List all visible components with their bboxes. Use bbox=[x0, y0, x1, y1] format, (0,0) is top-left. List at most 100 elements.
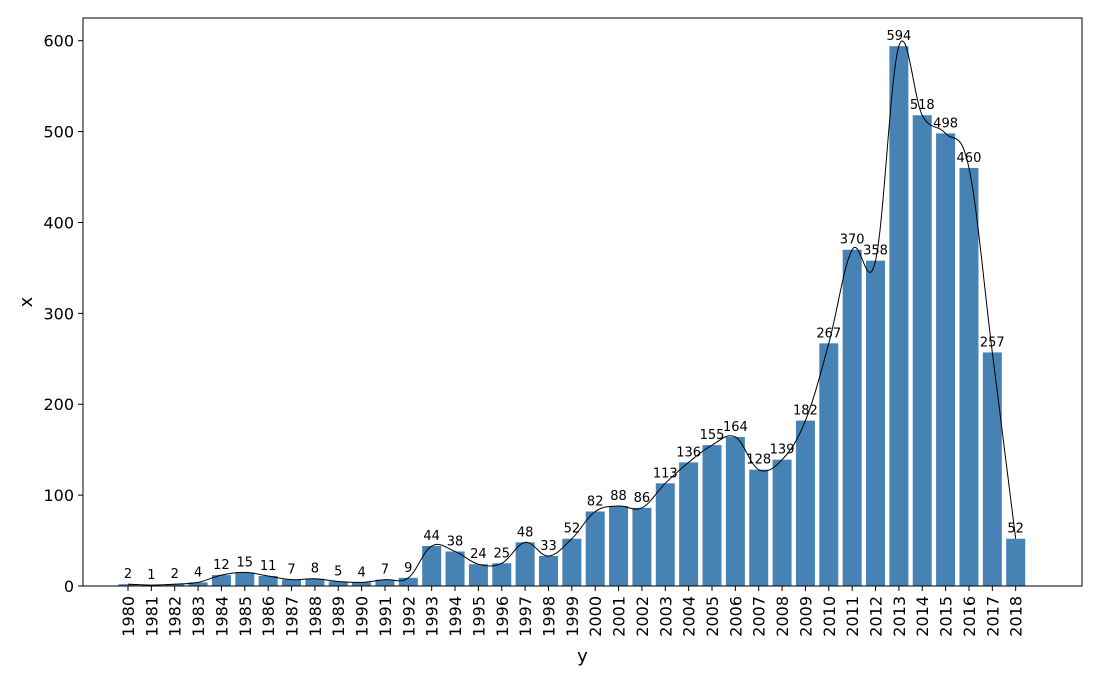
bar-2016 bbox=[959, 167, 979, 586]
bar-1995 bbox=[468, 564, 488, 586]
bar-value-label: 33 bbox=[540, 539, 557, 554]
x-tick-label: 1997 bbox=[516, 596, 535, 637]
y-tick-label: 100 bbox=[43, 486, 74, 505]
x-tick-label: 1982 bbox=[166, 596, 185, 637]
bar-2004 bbox=[679, 462, 699, 586]
x-tick-label: 2014 bbox=[913, 596, 932, 637]
x-tick-label: 1988 bbox=[306, 596, 325, 637]
x-tick-label: 2005 bbox=[703, 596, 722, 637]
x-tick-label: 2018 bbox=[1007, 596, 1026, 637]
x-tick-label: 1998 bbox=[539, 596, 558, 637]
bar-value-label: 12 bbox=[213, 558, 230, 573]
bar-2013 bbox=[889, 46, 909, 587]
bar-value-label: 518 bbox=[910, 98, 935, 113]
bar-2015 bbox=[936, 133, 956, 587]
y-axis-title: x bbox=[16, 296, 37, 307]
bar-value-label: 4 bbox=[194, 565, 202, 580]
bar-value-label: 370 bbox=[840, 233, 865, 248]
bar-1984 bbox=[211, 575, 231, 586]
y-tick-label: 500 bbox=[43, 123, 74, 142]
bar-value-label: 8 bbox=[311, 562, 319, 577]
x-tick-label: 2010 bbox=[820, 596, 839, 637]
bar-2014 bbox=[912, 115, 932, 587]
bar-value-label: 2 bbox=[171, 567, 179, 582]
bar-value-label: 24 bbox=[470, 547, 487, 562]
x-tick-label: 2009 bbox=[796, 596, 815, 637]
bar-2008 bbox=[772, 459, 792, 586]
bar-2007 bbox=[749, 469, 769, 586]
x-tick-label: 2002 bbox=[633, 596, 652, 637]
x-tick-label: 1981 bbox=[142, 596, 161, 637]
bar-value-label: 128 bbox=[746, 453, 771, 468]
x-tick-label: 2016 bbox=[960, 596, 979, 637]
bar-2003 bbox=[655, 483, 675, 586]
x-tick-label: 1986 bbox=[259, 596, 278, 637]
x-tick-label: 2013 bbox=[890, 596, 909, 637]
y-tick-label: 300 bbox=[43, 304, 74, 323]
bar-value-label: 25 bbox=[493, 546, 510, 561]
bar-1989 bbox=[328, 581, 348, 586]
bar-value-label: 267 bbox=[816, 326, 841, 341]
x-tick-label: 2008 bbox=[773, 596, 792, 637]
x-tick-label: 1989 bbox=[329, 596, 348, 637]
x-tick-label: 2012 bbox=[867, 596, 886, 637]
bar-1998 bbox=[538, 556, 558, 586]
bar-value-label: 9 bbox=[404, 561, 412, 576]
x-tick-label: 1987 bbox=[283, 596, 302, 637]
bar-1987 bbox=[282, 579, 302, 586]
bar-value-label: 460 bbox=[957, 151, 982, 166]
bar-1993 bbox=[422, 546, 442, 586]
bar-value-label: 44 bbox=[423, 529, 440, 544]
bar-value-label: 139 bbox=[770, 443, 795, 458]
plot-frame bbox=[82, 17, 1083, 587]
bar-value-label: 7 bbox=[287, 563, 295, 578]
bar-2018 bbox=[1006, 538, 1026, 586]
bar-2009 bbox=[795, 420, 815, 586]
bar-1985 bbox=[235, 572, 255, 586]
x-tick-label: 2000 bbox=[586, 596, 605, 637]
bar-2010 bbox=[819, 343, 839, 586]
bar-2011 bbox=[842, 249, 862, 587]
trend-line bbox=[127, 40, 1017, 586]
bar-value-label: 358 bbox=[863, 244, 888, 259]
bar-value-label: 182 bbox=[793, 404, 818, 419]
bar-value-label: 2 bbox=[124, 567, 132, 582]
bar-value-label: 5 bbox=[334, 564, 342, 579]
bar-2000 bbox=[585, 511, 605, 586]
bar-value-label: 257 bbox=[980, 335, 1005, 350]
x-tick-label: 1984 bbox=[212, 596, 231, 637]
bar-value-label: 136 bbox=[676, 445, 701, 460]
bar-1991 bbox=[375, 579, 395, 586]
x-tick-label: 1994 bbox=[446, 596, 465, 637]
x-tick-label: 2011 bbox=[843, 596, 862, 637]
bar-2002 bbox=[632, 507, 652, 586]
x-tick-label: 2006 bbox=[726, 596, 745, 637]
bar-1999 bbox=[562, 538, 582, 586]
bar-1988 bbox=[305, 578, 325, 586]
bar-2005 bbox=[702, 445, 722, 586]
bar-value-label: 86 bbox=[634, 491, 651, 506]
bar-1982 bbox=[165, 584, 185, 586]
bar-value-label: 52 bbox=[1007, 522, 1024, 537]
x-tick-label: 1990 bbox=[353, 596, 372, 637]
bar-value-label: 113 bbox=[653, 466, 678, 481]
bar-2017 bbox=[982, 352, 1002, 586]
x-tick-label: 1992 bbox=[399, 596, 418, 637]
bar-1997 bbox=[515, 542, 535, 586]
x-tick-label: 1993 bbox=[423, 596, 442, 637]
y-tick-label: 600 bbox=[43, 32, 74, 51]
x-tick-label: 2001 bbox=[610, 596, 629, 637]
x-tick-label: 2003 bbox=[656, 596, 675, 637]
x-tick-label: 1983 bbox=[189, 596, 208, 637]
bar-1983 bbox=[188, 582, 208, 586]
bar-1992 bbox=[398, 577, 418, 586]
bar-value-label: 82 bbox=[587, 494, 604, 509]
x-tick-label: 2004 bbox=[680, 596, 699, 637]
bar-value-label: 88 bbox=[610, 489, 627, 504]
bar-2006 bbox=[725, 436, 745, 586]
bar-2012 bbox=[866, 260, 886, 586]
y-tick-label: 400 bbox=[43, 213, 74, 232]
bar-value-label: 48 bbox=[517, 525, 534, 540]
bar-value-label: 155 bbox=[700, 428, 725, 443]
